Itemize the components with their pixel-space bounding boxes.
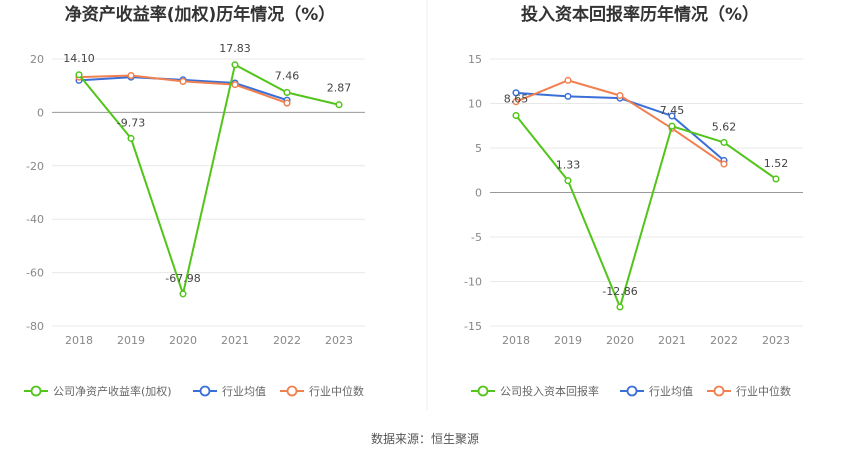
roe-data-point[interactable] — [127, 134, 135, 142]
roe-y-tick-label: -40 — [26, 213, 44, 226]
roe-x-tick-label: 2019 — [117, 334, 145, 347]
roe-chart-panel: 净资产收益率(加权)历年情况（%） 20 0 -20 -40 -60 -80 2018 201… — [24, 4, 365, 398]
roe-legend-swatch-marker — [199, 385, 211, 397]
roe-x-tick-label: 2018 — [65, 334, 93, 347]
roe-chart-title: 净资产收益率(加权)历年情况（%） — [65, 4, 336, 25]
roe-y-tick-label: -20 — [26, 160, 44, 173]
roic-legend-swatch-marker — [713, 385, 725, 397]
roe-data-point[interactable] — [75, 71, 83, 79]
roe-legend-item-2[interactable]: 行业中位数 — [280, 384, 364, 398]
roic-x-tick-label: 2022 — [710, 334, 738, 347]
roe-data-point[interactable] — [179, 77, 187, 85]
roe-legend-swatch-marker — [286, 385, 298, 397]
roic-x-tick-label: 2021 — [658, 334, 686, 347]
roe-data-point[interactable] — [335, 101, 343, 109]
roic-y-tick-label: 10 — [468, 98, 482, 111]
roic-series-line-1 — [515, 91, 725, 162]
roe-data-label: 14.10 — [63, 52, 95, 65]
roe-data-label: 17.83 — [219, 42, 251, 55]
roic-data-point[interactable] — [668, 122, 676, 130]
roic-legend-label: 行业均值 — [649, 385, 693, 398]
roic-chart-title: 投入资本回报率历年情况（%） — [521, 4, 759, 25]
roic-legend-swatch-marker — [626, 385, 638, 397]
roic-x-tick-label: 2019 — [554, 334, 582, 347]
roe-x-tick-label: 2021 — [221, 334, 249, 347]
roic-data-point[interactable] — [564, 76, 572, 84]
roe-data-point[interactable] — [231, 61, 239, 69]
roic-data-point[interactable] — [720, 138, 728, 147]
roic-y-tick-label: -5 — [471, 231, 482, 244]
roic-legend-label: 行业中位数 — [736, 384, 791, 398]
roe-legend-label: 行业均值 — [222, 385, 266, 398]
roic-legend-item-0[interactable]: 公司投入资本回报率 — [471, 384, 599, 398]
roe-series-line-0 — [78, 63, 340, 295]
roic-data-label: 8.65 — [504, 93, 529, 106]
roe-data-label: -67.98 — [165, 272, 200, 285]
roe-x-tick-label: 2020 — [169, 334, 197, 347]
roe-data-label: 7.46 — [275, 69, 300, 82]
roic-legend-item-2[interactable]: 行业中位数 — [707, 384, 791, 398]
roic-data-label: 1.52 — [764, 157, 789, 170]
roe-data-label: 2.87 — [327, 82, 352, 95]
roic-data-label: 5.62 — [712, 120, 737, 133]
data-source-text: 数据来源：恒生聚源 — [371, 431, 479, 446]
roic-legend-swatch-marker — [477, 385, 489, 397]
roic-x-tick-label: 2023 — [762, 334, 790, 347]
roe-data-point[interactable] — [179, 290, 187, 298]
roe-legend-label: 行业中位数 — [309, 384, 364, 398]
roe-data-point[interactable] — [231, 81, 239, 89]
roe-y-tick-label: 0 — [37, 106, 44, 119]
roic-data-point[interactable] — [512, 111, 520, 120]
roic-y-tick-label: 5 — [475, 142, 482, 155]
roic-y-tick-label: 15 — [468, 53, 482, 66]
roic-legend-item-1[interactable]: 行业均值 — [620, 385, 693, 398]
roic-series-line-0 — [515, 114, 777, 308]
roic-legend-label: 公司投入资本回报率 — [500, 384, 599, 398]
roe-y-tick-label: -80 — [26, 320, 44, 333]
roic-y-tick-label: 0 — [475, 187, 482, 200]
roe-data-point[interactable] — [283, 88, 291, 97]
roic-data-point[interactable] — [564, 92, 572, 100]
roic-x-tick-label: 2018 — [502, 334, 530, 347]
roe-legend-swatch-marker — [30, 385, 42, 397]
roic-data-point[interactable] — [564, 177, 572, 185]
roe-x-tick-label: 2022 — [273, 334, 301, 347]
roe-legend-item-0[interactable]: 公司净资产收益率(加权) — [24, 384, 172, 398]
roe-y-tick-label: 20 — [30, 53, 44, 66]
roic-data-point[interactable] — [616, 91, 624, 100]
roic-data-label: 7.45 — [660, 104, 685, 117]
roe-legend-label: 公司净资产收益率(加权) — [53, 384, 172, 398]
roe-data-point[interactable] — [127, 72, 135, 80]
roic-data-label: 1.33 — [556, 159, 581, 172]
roic-y-tick-label: -10 — [464, 276, 482, 289]
roic-y-tick-label: -15 — [464, 320, 482, 333]
roic-data-label: -12.86 — [602, 285, 637, 298]
roic-data-point[interactable] — [512, 98, 520, 106]
roic-data-point[interactable] — [616, 303, 624, 311]
roe-y-tick-label: -60 — [26, 267, 44, 280]
roic-data-point[interactable] — [772, 175, 780, 183]
roic-data-point[interactable] — [720, 160, 728, 168]
roe-data-point[interactable] — [283, 99, 291, 107]
roe-legend-item-1[interactable]: 行业均值 — [193, 385, 266, 398]
roe-x-tick-label: 2023 — [325, 334, 353, 347]
roic-data-point[interactable] — [668, 112, 676, 120]
roic-chart-panel: 投入资本回报率历年情况（%） 15 10 5 0 -5 -10 -15 2018 2019 202… — [464, 4, 803, 398]
roic-x-tick-label: 2020 — [606, 334, 634, 347]
roe-data-label: -9.73 — [117, 116, 145, 129]
roic-data-point[interactable] — [512, 89, 520, 97]
